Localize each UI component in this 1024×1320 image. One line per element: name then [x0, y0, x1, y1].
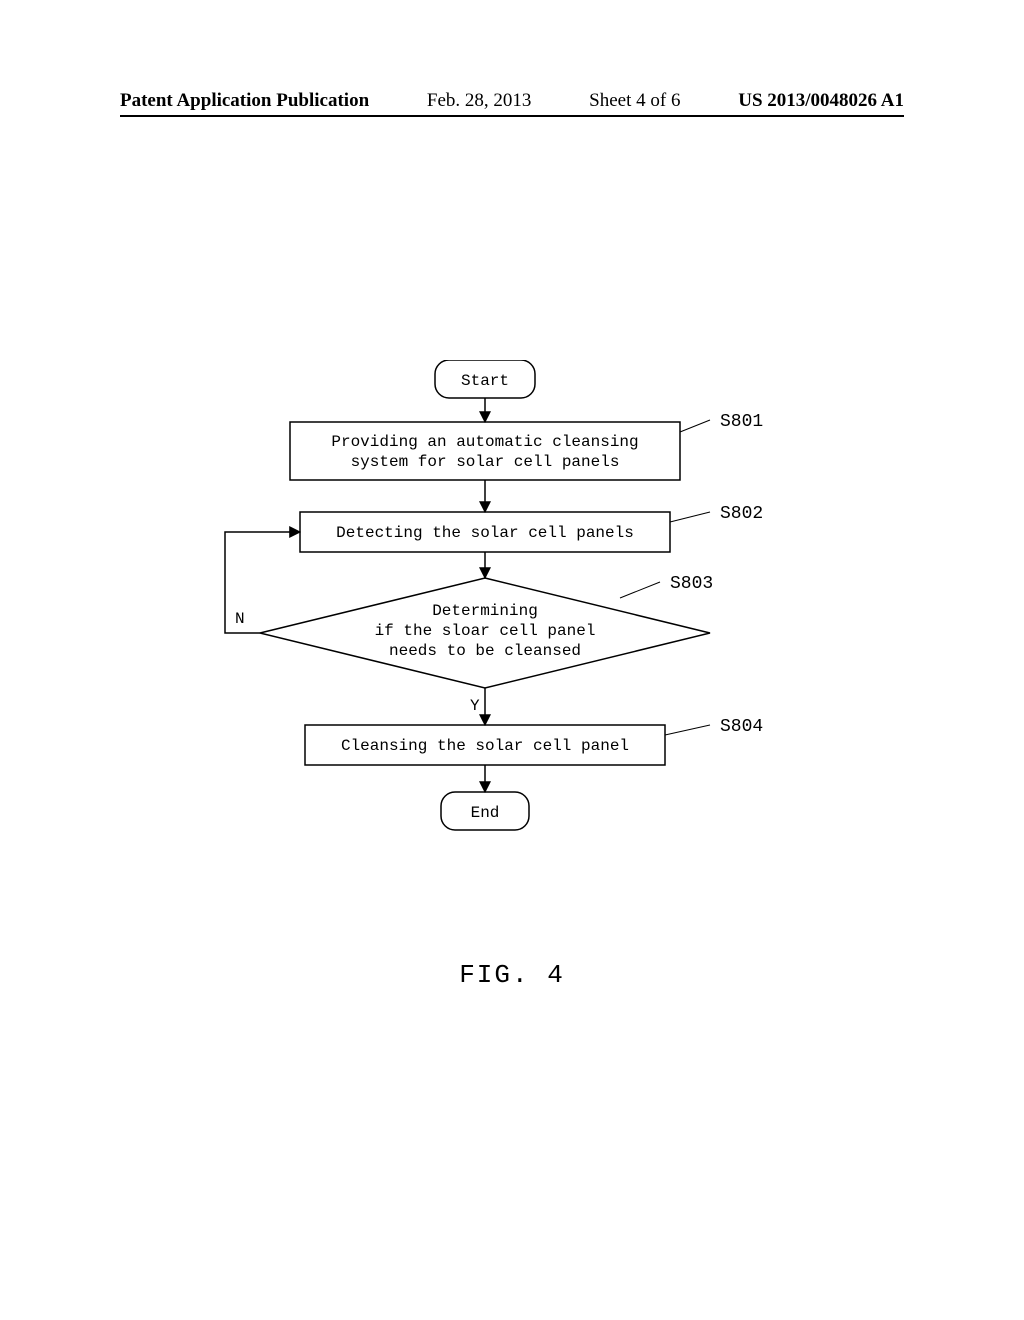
- header-publication: Patent Application Publication: [120, 90, 369, 112]
- leader-s803: [620, 582, 660, 598]
- step-label-S803: S803: [670, 574, 713, 594]
- leader-s804: [665, 725, 710, 735]
- header-rule: [120, 115, 904, 117]
- step-label-S802: S802: [720, 504, 763, 524]
- svg-text:system for solar cell panels: system for solar cell panels: [351, 453, 620, 471]
- edge-label-N: N: [235, 610, 245, 628]
- node-s803: Determining if the sloar cell panel needs …: [260, 578, 710, 688]
- step-label-S801: S801: [720, 412, 763, 432]
- svg-text:Determining: Determining: [432, 602, 538, 620]
- node-end: End: [441, 792, 529, 830]
- step-label-S804: S804: [720, 717, 763, 737]
- svg-text:End: End: [471, 804, 500, 822]
- node-start: Start: [435, 360, 535, 398]
- header-sheet: Sheet 4 of 6: [589, 90, 680, 112]
- svg-text:needs to be cleansed: needs to be cleansed: [389, 642, 581, 660]
- svg-text:Providing an automatic cleansi: Providing an automatic cleansing: [331, 433, 638, 451]
- svg-text:Cleansing the solar cell panel: Cleansing the solar cell panel: [341, 737, 629, 755]
- edge-label-Y: Y: [470, 697, 480, 715]
- svg-text:Detecting the solar cell panel: Detecting the solar cell panels: [336, 524, 634, 542]
- leader-s802: [670, 512, 710, 522]
- svg-text:Start: Start: [461, 372, 509, 390]
- header-pubno: US 2013/0048026 A1: [738, 90, 904, 112]
- header-date: Feb. 28, 2013: [427, 90, 532, 112]
- node-s802: Detecting the solar cell panels: [300, 512, 670, 552]
- figure-label: FIG. 4: [0, 960, 1024, 990]
- svg-text:if the sloar cell panel: if the sloar cell panel: [375, 622, 596, 640]
- leader-s801: [680, 420, 710, 432]
- flowchart: Y N Start Providing an automatic cleansing…: [200, 360, 820, 870]
- node-s801: Providing an automatic cleansing system f…: [290, 422, 680, 480]
- page-header: Patent Application Publication Feb. 28, …: [0, 90, 1024, 112]
- node-s804: Cleansing the solar cell panel: [305, 725, 665, 765]
